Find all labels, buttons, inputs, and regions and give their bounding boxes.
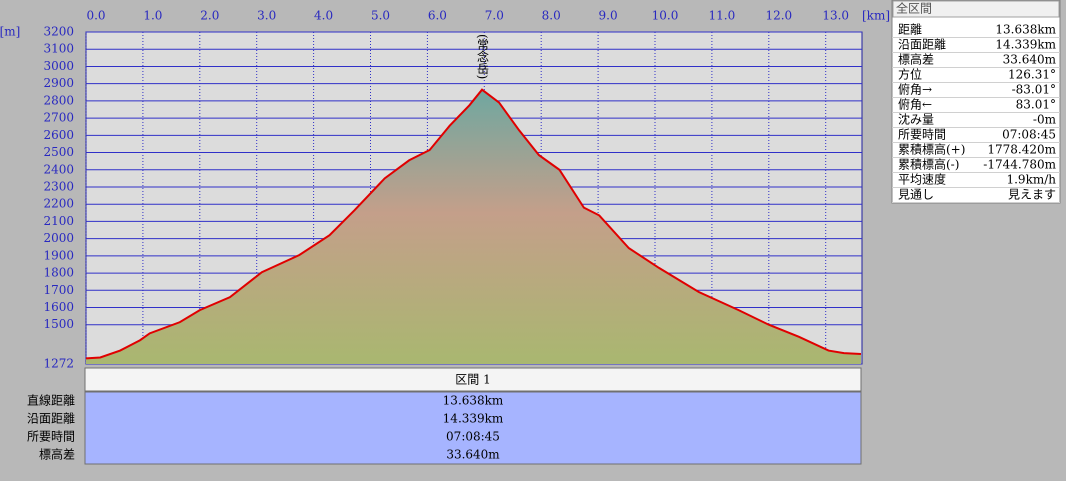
x-tick-label: 6.0 (428, 9, 447, 23)
summary-panel (891, 0, 1061, 204)
section-row-value: 14.339km (443, 412, 504, 426)
summary-value: 14.339km (995, 38, 1056, 52)
summary-value: 1.9km/h (1006, 173, 1056, 187)
summary-key: 見通し (898, 188, 934, 202)
x-tick-label: 3.0 (257, 9, 276, 23)
x-tick-label: 7.0 (485, 9, 504, 23)
summary-value: 1778.420m (987, 143, 1056, 157)
y-tick-label: 2900 (43, 76, 74, 90)
x-tick-label: 12.0 (765, 9, 792, 23)
elevation-line (85, 88, 862, 360)
section-row-label: 所要時間 (27, 430, 75, 444)
summary-title: 全区間 (896, 1, 932, 16)
y-tick-label: 2200 (43, 197, 74, 211)
summary-key: 俯角→ (898, 82, 932, 97)
summary-value: 33.640m (1003, 53, 1057, 67)
x-tick-label: 2.0 (200, 9, 219, 23)
summary-value: 126.31° (1008, 68, 1056, 82)
summary-key: 沿面距離 (898, 38, 946, 52)
y-tick-label: 2100 (43, 214, 74, 228)
section-body (84, 391, 862, 465)
x-tick-label: 9.0 (599, 9, 618, 23)
y-tick-label: 3100 (43, 42, 74, 56)
summary-key: 累積標高(+) (898, 142, 965, 157)
section-row-value: 07:08:45 (446, 430, 500, 444)
y-tick-label: 3000 (43, 59, 74, 73)
elevation-area (86, 89, 861, 365)
section-row-label: 沿面距離 (27, 412, 75, 426)
section-row-label: 標高差 (39, 447, 75, 462)
y-tick-label: 1900 (43, 248, 74, 262)
section-header-text: 区間 1 (455, 373, 490, 387)
x-tick-label: 1.0 (143, 9, 162, 23)
x-tick-label: 5.0 (371, 9, 390, 23)
x-tick-label: 10.0 (652, 9, 679, 23)
summary-key: 俯角← (898, 97, 932, 112)
y-tick-label: 2400 (43, 162, 74, 176)
summary-value: 見えます (1008, 188, 1056, 202)
x-tick-label: 8.0 (542, 9, 561, 23)
y-tick-label: 2300 (43, 179, 74, 193)
summary-key: 累積標高(-) (898, 157, 959, 172)
x-tick-label: 13.0 (822, 9, 849, 23)
y-tick-label: 2500 (43, 145, 74, 159)
summary-value: 83.01° (1016, 98, 1056, 112)
x-tick-label: 11.0 (709, 9, 736, 23)
y-tick-label: 1600 (43, 300, 74, 314)
x-unit: [km] (862, 9, 890, 23)
peak-label: (常念岳) (476, 34, 490, 79)
y-tick-label: 3200 (43, 25, 74, 39)
summary-value: -0m (1033, 113, 1057, 127)
section-row-value: 13.638km (443, 394, 504, 408)
summary-key: 標高差 (898, 52, 934, 67)
summary-key: 距離 (898, 23, 922, 37)
y-tick-label: 2000 (43, 231, 74, 245)
summary-key: 平均速度 (898, 172, 946, 187)
y-tick-label: 1272 (43, 357, 74, 371)
y-tick-label: 1500 (43, 317, 74, 331)
summary-key: 沈み量 (898, 112, 934, 127)
summary-header (892, 0, 1060, 18)
y-tick-label: 1800 (43, 266, 74, 280)
y-tick-label: 2800 (43, 93, 74, 107)
summary-value: 13.638km (995, 23, 1056, 37)
summary-value: -1744.780m (983, 158, 1056, 172)
x-tick-label: 4.0 (314, 9, 333, 23)
y-tick-label: 2600 (43, 128, 74, 142)
section-row-value: 33.640m (446, 448, 500, 462)
summary-key: 所要時間 (898, 128, 946, 142)
summary-value: 07:08:45 (1002, 128, 1056, 142)
y-tick-label: 2700 (43, 111, 74, 125)
section-header (84, 367, 862, 392)
section-row-label: 直線距離 (27, 393, 75, 408)
y-unit: [m] (0, 25, 20, 39)
summary-value: -83.01° (1012, 83, 1056, 97)
y-tick-label: 1700 (43, 283, 74, 297)
summary-key: 方位 (898, 67, 922, 82)
x-tick-label: 0.0 (86, 9, 105, 23)
